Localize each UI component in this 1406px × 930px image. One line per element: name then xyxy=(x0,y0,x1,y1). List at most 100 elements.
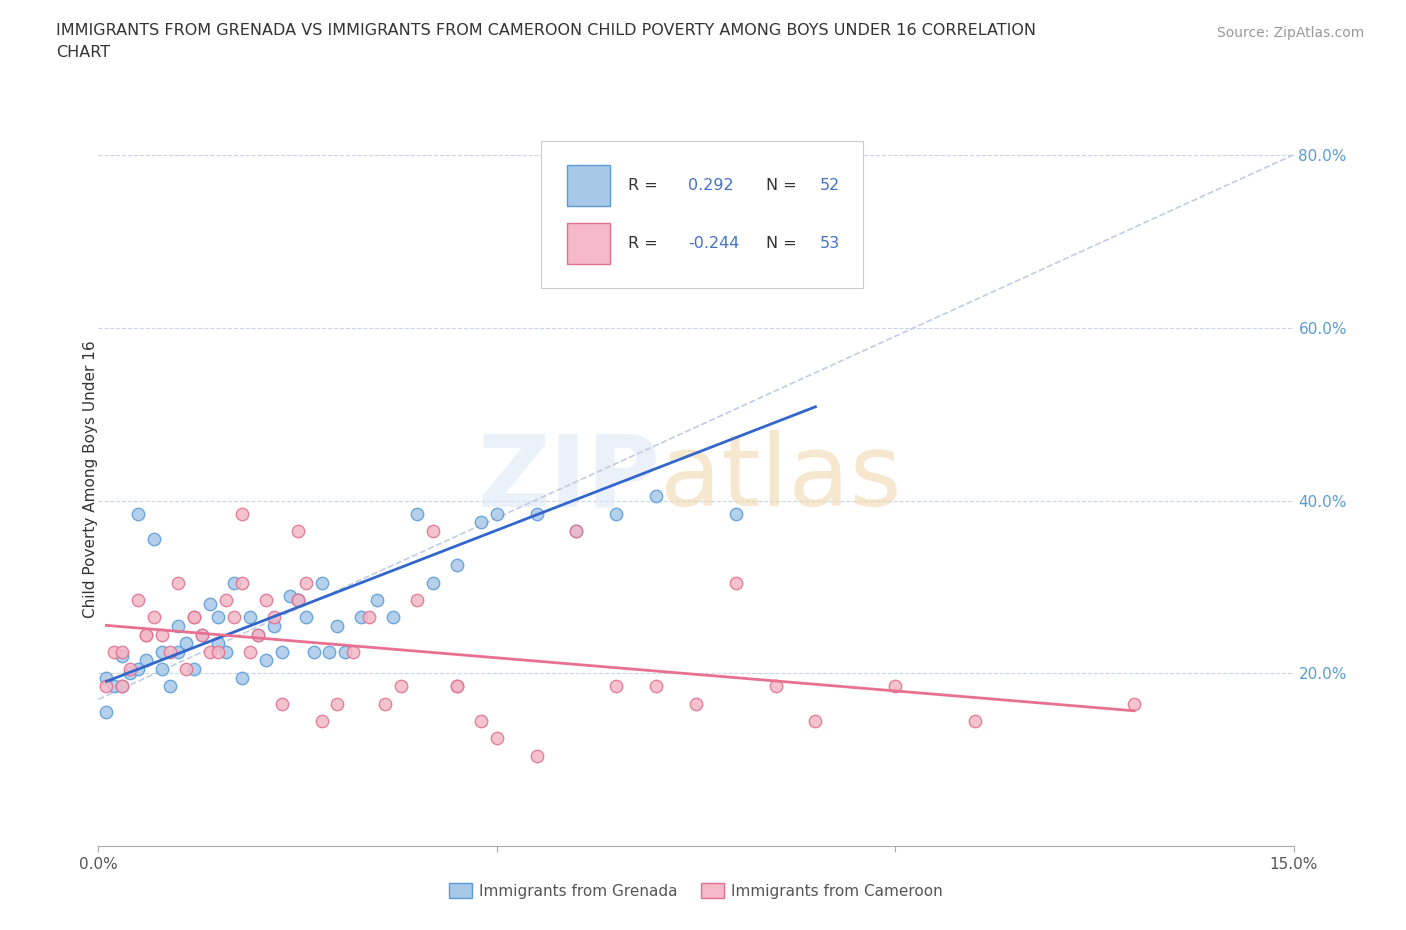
Point xyxy=(565,524,588,538)
Point xyxy=(294,610,316,625)
Point xyxy=(326,697,349,711)
Point xyxy=(198,597,221,612)
Point xyxy=(198,644,221,659)
Point xyxy=(406,506,429,521)
Point xyxy=(96,679,118,694)
Point xyxy=(207,610,229,625)
Point xyxy=(389,679,412,694)
Point xyxy=(765,679,787,694)
Point xyxy=(174,661,197,676)
Point xyxy=(406,592,429,607)
Point xyxy=(135,627,157,642)
Point xyxy=(446,679,468,694)
Text: 0.292: 0.292 xyxy=(688,178,734,193)
Point xyxy=(422,524,444,538)
Point xyxy=(485,506,508,521)
Point xyxy=(446,679,468,694)
Point xyxy=(254,592,277,607)
Point xyxy=(246,627,269,642)
Point xyxy=(374,697,396,711)
Point xyxy=(366,592,388,607)
FancyBboxPatch shape xyxy=(567,223,610,264)
Point xyxy=(191,627,214,642)
Point xyxy=(183,661,205,676)
Point xyxy=(167,644,190,659)
Point xyxy=(191,627,214,642)
Point xyxy=(359,610,381,625)
Point xyxy=(470,713,492,728)
Point xyxy=(350,610,373,625)
Point xyxy=(287,592,309,607)
Point xyxy=(159,679,181,694)
Point xyxy=(150,661,173,676)
Point xyxy=(150,627,173,642)
Point xyxy=(605,506,627,521)
Point xyxy=(127,592,149,607)
Point xyxy=(685,697,707,711)
Text: 53: 53 xyxy=(820,236,839,251)
Point xyxy=(111,679,134,694)
Point xyxy=(174,636,197,651)
Point xyxy=(143,610,166,625)
Point xyxy=(111,649,134,664)
Point xyxy=(311,713,333,728)
Text: atlas: atlas xyxy=(661,431,901,527)
Point xyxy=(342,644,364,659)
Text: R =: R = xyxy=(628,236,664,251)
Point xyxy=(207,636,229,651)
Point xyxy=(222,576,245,591)
Point xyxy=(605,679,627,694)
Point xyxy=(215,644,238,659)
Point xyxy=(231,576,253,591)
Point xyxy=(270,644,292,659)
Point xyxy=(382,610,405,625)
Point xyxy=(254,653,277,668)
Text: 52: 52 xyxy=(820,178,839,193)
Point xyxy=(246,627,269,642)
Point xyxy=(335,644,357,659)
Point xyxy=(318,644,340,659)
FancyBboxPatch shape xyxy=(567,166,610,206)
Point xyxy=(526,506,548,521)
Point xyxy=(183,610,205,625)
Text: R =: R = xyxy=(628,178,664,193)
Point xyxy=(884,679,907,694)
Point xyxy=(120,666,142,681)
Point xyxy=(311,576,333,591)
Point xyxy=(143,532,166,547)
Legend: Immigrants from Grenada, Immigrants from Cameroon: Immigrants from Grenada, Immigrants from… xyxy=(443,877,949,905)
Point xyxy=(111,644,134,659)
Point xyxy=(963,713,986,728)
Text: ZIP: ZIP xyxy=(477,431,661,527)
Text: IMMIGRANTS FROM GRENADA VS IMMIGRANTS FROM CAMEROON CHILD POVERTY AMONG BOYS UND: IMMIGRANTS FROM GRENADA VS IMMIGRANTS FR… xyxy=(56,23,1036,38)
Point xyxy=(239,610,262,625)
Point xyxy=(159,644,181,659)
Point xyxy=(207,644,229,659)
Point xyxy=(326,618,349,633)
Point xyxy=(150,644,173,659)
Point xyxy=(470,514,492,529)
Point xyxy=(287,592,309,607)
Text: CHART: CHART xyxy=(56,45,110,60)
Point xyxy=(645,489,668,504)
Point xyxy=(565,524,588,538)
Point xyxy=(263,618,285,633)
Point xyxy=(1123,697,1146,711)
Point xyxy=(231,506,253,521)
Point xyxy=(302,644,325,659)
Point xyxy=(215,592,238,607)
Point xyxy=(103,644,125,659)
Point xyxy=(135,653,157,668)
Point xyxy=(183,610,205,625)
Point xyxy=(422,576,444,591)
Point xyxy=(526,748,548,763)
Point xyxy=(263,610,285,625)
Point xyxy=(239,644,262,659)
FancyBboxPatch shape xyxy=(541,141,863,288)
Point xyxy=(804,713,827,728)
Point xyxy=(804,186,827,201)
Text: N =: N = xyxy=(766,178,801,193)
Point xyxy=(485,731,508,746)
Point xyxy=(270,697,292,711)
Point xyxy=(287,592,309,607)
